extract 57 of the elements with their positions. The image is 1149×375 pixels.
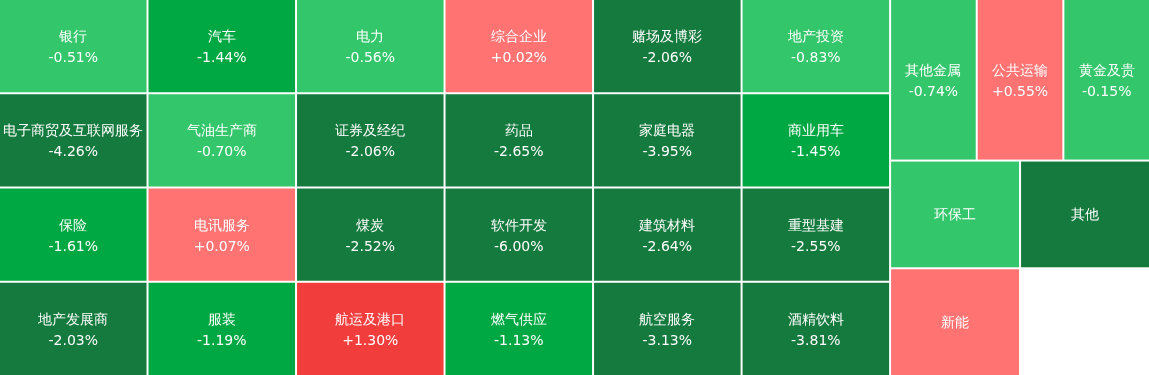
data-label: -2.06% bbox=[345, 143, 396, 160]
category-label: 燃气供应 bbox=[490, 310, 547, 327]
data-label: +0.07% bbox=[193, 237, 250, 254]
data-label: +0.02% bbox=[490, 49, 547, 66]
category-label: 气油生产商 bbox=[186, 122, 257, 139]
data-label: -3.81% bbox=[791, 331, 841, 348]
category-label: 酒精饮料 bbox=[787, 310, 844, 327]
category-label: 综合企业 bbox=[490, 28, 547, 45]
data-label: -2.64% bbox=[642, 237, 693, 254]
category-label: 建筑材料 bbox=[638, 216, 696, 233]
data-label: -0.70% bbox=[197, 143, 247, 160]
category-label: 航空服务 bbox=[639, 310, 696, 327]
category-label: 其他 bbox=[1071, 206, 1100, 223]
category-label: 赌场及博彩 bbox=[632, 28, 703, 45]
category-label: 汽车 bbox=[207, 28, 236, 45]
data-label: -3.13% bbox=[642, 331, 693, 348]
data-label: -2.52% bbox=[345, 237, 396, 254]
category-label: 环保工 bbox=[934, 206, 977, 223]
category-label: 重型基建 bbox=[787, 216, 844, 233]
data-label: -2.06% bbox=[642, 49, 693, 66]
data-label: -1.13% bbox=[494, 331, 544, 348]
data-label: -2.65% bbox=[494, 143, 544, 160]
data-label: -1.44% bbox=[197, 49, 247, 66]
category-label: 家庭电器 bbox=[639, 122, 696, 139]
data-label: -1.19% bbox=[197, 331, 247, 348]
data-label: -0.51% bbox=[48, 49, 99, 66]
data-label: -0.83% bbox=[791, 49, 841, 66]
category-label: 航运及港口 bbox=[335, 310, 406, 327]
category-label: 软件开发 bbox=[490, 216, 547, 233]
data-label: -2.55% bbox=[791, 237, 841, 254]
category-label: 黄金及贵 bbox=[1078, 61, 1135, 78]
data-label: -2.03% bbox=[48, 331, 99, 348]
category-label: 证券及经纪 bbox=[335, 122, 406, 139]
data-label: -3.95% bbox=[642, 143, 693, 160]
category-label: 服装 bbox=[207, 310, 236, 327]
category-label: 保险 bbox=[59, 216, 88, 233]
data-label: -4.26% bbox=[48, 143, 99, 160]
category-label: 公共运输 bbox=[992, 61, 1049, 78]
category-label: 商业用车 bbox=[787, 122, 844, 139]
category-label: 地产投资 bbox=[786, 28, 844, 45]
data-label: -0.74% bbox=[908, 82, 959, 99]
category-label: 新能 bbox=[941, 314, 970, 331]
data-label: -6.00% bbox=[494, 237, 544, 254]
category-label: 电讯服务 bbox=[193, 216, 250, 233]
data-label: -0.15% bbox=[1081, 82, 1132, 99]
category-label: 煤炭 bbox=[356, 216, 385, 233]
data-label: +0.55% bbox=[991, 82, 1049, 99]
data-label: -1.61% bbox=[48, 237, 99, 254]
category-label: 药品 bbox=[504, 122, 533, 139]
data-label: -1.45% bbox=[791, 143, 841, 160]
category-label: 其他金属 bbox=[905, 61, 962, 78]
category-label: 地产发展商 bbox=[37, 310, 109, 327]
data-label: +1.30% bbox=[342, 331, 399, 348]
category-label: 电子商贸及互联网服务 bbox=[3, 122, 144, 139]
data-label: -0.56% bbox=[345, 49, 396, 66]
category-label: 银行 bbox=[58, 28, 88, 45]
category-label: 电力 bbox=[356, 28, 385, 45]
